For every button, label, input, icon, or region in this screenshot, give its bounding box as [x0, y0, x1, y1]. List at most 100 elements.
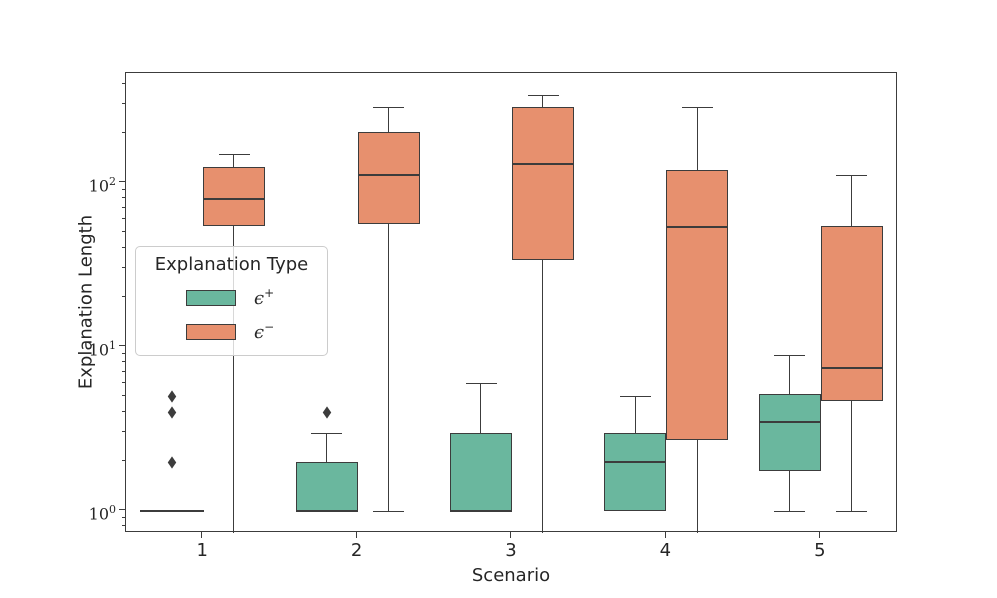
whisker-lower-clipped-epsilon-minus-scenario-3	[542, 259, 544, 533]
epsilon-symbol: ϵ	[254, 322, 265, 343]
whisker-upper-epsilon-minus-scenario-3	[542, 94, 544, 108]
whisker-cap-upper-epsilon-minus-scenario-1	[218, 154, 250, 156]
minus-superscript: −	[264, 320, 275, 334]
whisker-cap-lower-epsilon-minus-scenario-2	[373, 511, 405, 512]
y-minor-tick-80	[121, 197, 125, 199]
x-tick-label-scenario-2: 2	[350, 540, 363, 561]
box-epsilon-minus-scenario-4	[666, 170, 729, 441]
y-minor-tick-7	[121, 370, 125, 372]
whisker-lower-epsilon-plus-scenario-5	[788, 471, 790, 511]
box-epsilon-minus-scenario-2	[357, 131, 420, 225]
whisker-cap-upper-epsilon-plus-scenario-5	[774, 354, 806, 356]
epsilon-symbol: ϵ	[254, 288, 265, 309]
median-epsilon-minus-scenario-2	[357, 173, 420, 176]
median-epsilon-plus-scenario-4	[604, 460, 667, 463]
legend-swatch-epsilon-minus	[186, 324, 236, 340]
x-tick-label-scenario-1: 1	[196, 540, 208, 561]
y-tick-label-10e2: 102	[88, 175, 116, 196]
y-major-tick-10e1	[119, 345, 125, 347]
legend-label-epsilon-minus: ϵ−	[254, 320, 274, 343]
legend-swatch-epsilon-plus	[186, 290, 236, 306]
y-minor-tick-4	[121, 410, 125, 412]
whisker-lower-epsilon-minus-scenario-5	[850, 400, 852, 511]
outlier-epsilon-plus-scenario-2-0	[322, 406, 331, 418]
y-minor-tick-0.9	[121, 516, 125, 518]
whisker-cap-upper-epsilon-plus-scenario-4	[619, 396, 651, 398]
y-major-tick-10e2	[119, 181, 125, 183]
legend-entry-epsilon-plus: ϵ+	[136, 286, 327, 309]
collapsed-box-epsilon-plus-scenario-1	[140, 510, 205, 512]
x-tick-label-scenario-3: 3	[505, 540, 517, 561]
outlier-epsilon-plus-scenario-1-0	[168, 455, 177, 468]
whisker-lower-epsilon-minus-scenario-2	[387, 224, 389, 511]
whisker-upper-epsilon-minus-scenario-5	[850, 174, 852, 226]
median-epsilon-minus-scenario-4	[666, 225, 729, 228]
y-axis-label: Explanation Length	[75, 214, 97, 390]
x-tick-scenario-5	[819, 532, 820, 538]
x-tick-scenario-4	[664, 532, 666, 538]
legend-title: Explanation Type	[154, 254, 309, 275]
whisker-cap-upper-epsilon-minus-scenario-4	[681, 107, 713, 109]
median-epsilon-plus-scenario-2	[295, 510, 358, 512]
y-minor-tick-200	[121, 132, 125, 134]
y-minor-tick-8	[121, 361, 125, 363]
whisker-upper-epsilon-plus-scenario-5	[788, 354, 790, 394]
box-epsilon-minus-scenario-3	[512, 107, 574, 260]
x-tick-scenario-2	[355, 532, 357, 538]
y-minor-tick-20	[121, 296, 125, 298]
whisker-upper-epsilon-minus-scenario-2	[387, 107, 389, 132]
y-minor-tick-60	[121, 217, 125, 219]
box-epsilon-minus-scenario-5	[820, 225, 883, 401]
outlier-epsilon-plus-scenario-1-1	[168, 406, 177, 418]
whisker-cap-upper-epsilon-minus-scenario-2	[373, 107, 405, 109]
y-minor-tick-0.8	[121, 525, 125, 527]
whisker-upper-epsilon-plus-scenario-2	[325, 432, 327, 462]
y-major-tick-10e0	[119, 509, 125, 511]
whisker-upper-epsilon-minus-scenario-4	[696, 107, 698, 170]
y-minor-tick-3	[121, 431, 125, 433]
y-tick-label-10e1: 101	[88, 339, 116, 360]
y-minor-tick-2	[121, 460, 125, 462]
whisker-lower-clipped-epsilon-minus-scenario-1	[233, 225, 235, 533]
whisker-cap-lower-epsilon-plus-scenario-5	[774, 511, 806, 512]
y-minor-tick-300	[121, 103, 125, 105]
x-tick-label-scenario-4: 4	[659, 540, 672, 561]
whisker-cap-upper-epsilon-plus-scenario-3	[465, 383, 497, 385]
y-minor-tick-90	[121, 188, 125, 190]
box-epsilon-plus-scenario-3	[450, 432, 512, 511]
box-epsilon-plus-scenario-4	[604, 432, 667, 511]
y-minor-tick-5	[121, 394, 125, 396]
x-tick-scenario-3	[510, 532, 512, 538]
x-tick-scenario-1	[201, 532, 203, 538]
whisker-cap-lower-epsilon-minus-scenario-5	[836, 511, 868, 512]
whisker-cap-upper-epsilon-plus-scenario-2	[311, 432, 343, 434]
whisker-upper-epsilon-plus-scenario-3	[480, 383, 482, 433]
legend-label-epsilon-plus: ϵ+	[254, 286, 274, 309]
x-tick-label-scenario-5: 5	[814, 540, 826, 561]
y-minor-tick-6	[121, 381, 125, 383]
legend-entry-epsilon-minus: ϵ−	[136, 320, 327, 343]
y-minor-tick-70	[121, 206, 125, 208]
whisker-cap-upper-epsilon-minus-scenario-3	[527, 94, 559, 96]
median-epsilon-minus-scenario-3	[512, 163, 574, 166]
y-minor-tick-9	[121, 352, 125, 354]
box-epsilon-plus-scenario-5	[758, 393, 821, 472]
y-minor-tick-30	[121, 267, 125, 269]
median-epsilon-plus-scenario-5	[758, 420, 821, 423]
median-epsilon-minus-scenario-5	[820, 367, 883, 370]
outlier-epsilon-plus-scenario-1-2	[168, 390, 177, 402]
box-epsilon-plus-scenario-2	[295, 461, 358, 511]
whisker-cap-upper-epsilon-minus-scenario-5	[836, 174, 868, 176]
y-minor-tick-400	[121, 82, 125, 84]
whisker-lower-clipped-epsilon-minus-scenario-4	[696, 440, 698, 533]
plus-superscript: +	[264, 286, 275, 300]
whisker-upper-epsilon-minus-scenario-1	[233, 154, 235, 168]
median-epsilon-minus-scenario-1	[203, 197, 266, 200]
median-epsilon-plus-scenario-3	[450, 510, 512, 512]
y-minor-tick-40	[121, 246, 125, 248]
legend: Explanation Type ϵ+ ϵ−	[135, 246, 328, 356]
y-tick-label-10e0: 100	[88, 503, 116, 524]
whisker-upper-epsilon-plus-scenario-4	[634, 396, 636, 433]
x-axis-label: Scenario	[471, 565, 551, 586]
